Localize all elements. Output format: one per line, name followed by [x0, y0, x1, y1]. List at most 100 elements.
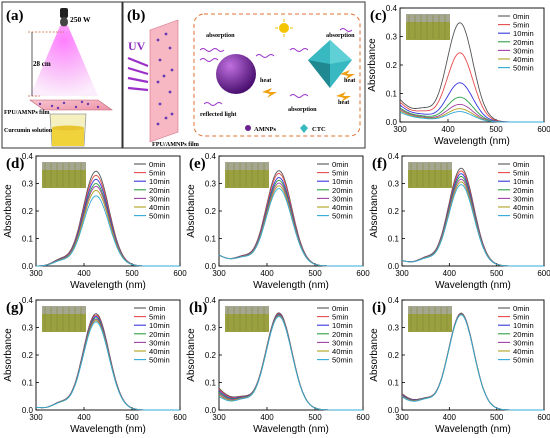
x-tick-label: 500	[308, 269, 322, 278]
x-tick-label: 300	[395, 413, 409, 422]
amnp-sphere	[216, 54, 256, 94]
chart-panel-label: (f)	[372, 156, 387, 172]
y-axis-label: Absorbance	[186, 328, 197, 382]
photo-inset	[406, 14, 450, 40]
x-tick-label: 400	[441, 125, 455, 134]
fpu-film-b	[149, 19, 179, 143]
chart-panel-label: (c)	[370, 8, 387, 24]
x-tick-label: 400	[443, 269, 457, 278]
y-tick-label: 0.0	[205, 406, 217, 415]
x-tick-label: 400	[260, 413, 274, 422]
legend-label: 0min	[332, 304, 348, 313]
absorption-text-2: absorption	[326, 32, 355, 39]
photo-inset	[42, 162, 86, 188]
heat-text-2: heat	[338, 99, 350, 106]
y-axis-label: Absorbance	[186, 184, 197, 238]
x-tick-label: 500	[125, 413, 139, 422]
x-tick-label: 400	[443, 413, 457, 422]
reflected-text: reflected light	[200, 111, 237, 118]
chart-panel-label: (d)	[6, 156, 24, 172]
amnps-legend-text: AMNPs	[254, 126, 276, 133]
legend-label: 30min	[149, 194, 170, 203]
legend-label: 40min	[513, 55, 534, 64]
x-tick-label: 300	[29, 413, 43, 422]
legend-label: 0min	[513, 12, 529, 21]
chart-panel-h: (h) 300 400 500 600 0.0 0.1 0.2 0.3 0.4 Wavelength…	[186, 296, 370, 435]
x-tick-label: 600	[356, 413, 370, 422]
legend-label: 5min	[149, 313, 165, 322]
y-tick-label: 0.1	[388, 379, 400, 388]
legend-label: 0min	[149, 304, 165, 313]
x-tick-label: 600	[537, 125, 550, 134]
sun-icon	[275, 19, 293, 37]
x-tick-label: 300	[393, 125, 407, 134]
y-tick-label: 0.1	[388, 235, 400, 244]
legend-label: 20min	[513, 186, 534, 195]
y-tick-label: 0.1	[205, 379, 217, 388]
heat-arrows	[262, 70, 355, 102]
panel-a: (a) 250 W 2	[1, 1, 123, 149]
legend-label: 40min	[513, 203, 534, 212]
x-axis-label: Wavelength (nm)	[70, 280, 146, 291]
legend-label: 30min	[332, 194, 353, 203]
y-tick-label: 0.4	[388, 296, 400, 305]
y-axis-label: Absorbance	[369, 328, 380, 382]
y-tick-label: 0.2	[205, 207, 217, 216]
x-tick-label: 500	[308, 413, 322, 422]
legend-label: 20min	[149, 186, 170, 195]
chart-panel-e: (e) 300 400 500 600 0.0 0.1 0.2 0.3 0.4 Wavelength…	[186, 152, 370, 291]
legend-label: 50min	[332, 356, 353, 365]
x-tick-label: 500	[490, 269, 504, 278]
chart-panel-label: (h)	[189, 300, 207, 316]
y-axis-label: Absorbance	[3, 184, 14, 238]
y-tick-label: 0.4	[388, 152, 400, 161]
y-tick-label: 0.3	[388, 324, 400, 333]
legend-label: 20min	[332, 186, 353, 195]
y-tick-label: 0.1	[22, 379, 34, 388]
legend-label: 30min	[332, 338, 353, 347]
uv-arrows	[127, 56, 149, 92]
y-tick-label: 0.0	[22, 406, 34, 415]
y-tick-label: 0.2	[386, 61, 398, 70]
y-tick-label: 0.4	[22, 152, 34, 161]
legend-label: 30min	[513, 46, 534, 55]
y-axis-label: Absorbance	[369, 184, 380, 238]
y-tick-label: 0.2	[388, 207, 400, 216]
legend-label: 5min	[332, 169, 348, 178]
legend-label: 10min	[149, 321, 170, 330]
x-axis-label: Wavelength (nm)	[253, 280, 329, 291]
x-tick-label: 600	[356, 269, 370, 278]
x-tick-label: 500	[490, 413, 504, 422]
y-tick-label: 0.4	[386, 4, 398, 13]
fpu-film-a	[29, 99, 113, 111]
photo-inset	[225, 162, 269, 188]
y-tick-label: 0.1	[22, 235, 34, 244]
x-tick-label: 400	[77, 269, 91, 278]
photo-inset	[408, 306, 452, 332]
legend-label: 40min	[332, 203, 353, 212]
legend-label: 50min	[149, 356, 170, 365]
light-waves	[199, 28, 353, 106]
y-tick-label: 0.2	[22, 351, 34, 360]
x-axis-label: Wavelength (nm)	[253, 424, 329, 435]
legend-label: 40min	[149, 347, 170, 356]
chart-panels: (c) 300 400 500 600 0.0 0.1 0.2 0.3 0.4 Wavelength…	[3, 4, 550, 435]
legend-label: 10min	[513, 321, 534, 330]
legend-label: 5min	[513, 169, 529, 178]
y-tick-label: 0.1	[205, 235, 217, 244]
film-particles	[38, 100, 100, 110]
ctc-legend-icon	[300, 124, 308, 133]
panel-a-label: (a)	[6, 8, 24, 24]
legend-label: 50min	[513, 212, 534, 221]
ctc-crystal	[308, 40, 352, 88]
film-label-a: FPU/AMNPs film	[4, 110, 50, 116]
photo-inset	[42, 306, 86, 332]
y-tick-label: 0.3	[388, 180, 400, 189]
heat-text-1: heat	[260, 77, 272, 84]
y-tick-label: 0.4	[22, 296, 34, 305]
chart-panel-f: (f) 300 400 500 600 0.0 0.1 0.2 0.3 0.4 Wavelength…	[369, 152, 550, 291]
y-tick-label: 0.2	[205, 351, 217, 360]
y-tick-label: 0.0	[22, 262, 34, 271]
x-tick-label: 300	[212, 413, 226, 422]
